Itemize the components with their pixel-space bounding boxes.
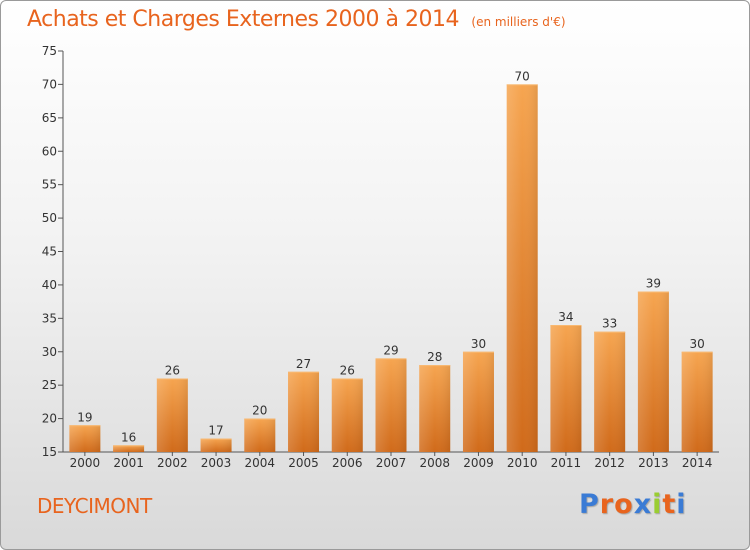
logo-letter: o: [614, 489, 634, 520]
bar-shade: [200, 438, 232, 452]
x-tick-label: 2005: [288, 456, 319, 470]
data-label: 30: [689, 337, 704, 351]
x-tick-label: 2007: [376, 456, 407, 470]
bar-shade: [506, 84, 538, 453]
bar-shade: [156, 378, 188, 452]
y-tick-label: 50: [42, 211, 57, 225]
bar-shade: [419, 365, 451, 452]
bar-shade: [637, 291, 669, 452]
y-tick-label: 15: [42, 445, 57, 459]
y-tick-label: 20: [42, 412, 57, 426]
data-label: 26: [340, 363, 355, 377]
x-tick-label: 2010: [507, 456, 538, 470]
data-label: 70: [515, 69, 530, 83]
data-label: 19: [77, 410, 92, 424]
logo-letter: i: [652, 489, 663, 520]
x-tick-label: 2013: [638, 456, 669, 470]
x-tick-label: 2006: [332, 456, 363, 470]
bar-shade: [681, 351, 713, 452]
title-row: Achats et Charges Externes 2000 à 2014 (…: [27, 7, 566, 32]
data-label: 16: [121, 430, 136, 444]
x-tick-label: 2001: [113, 456, 144, 470]
bar-shade: [288, 371, 320, 452]
x-tick-label: 2002: [157, 456, 188, 470]
y-tick-label: 45: [42, 245, 57, 259]
bar-shade: [375, 358, 407, 452]
data-label: 28: [427, 350, 442, 364]
data-label: 17: [208, 424, 223, 438]
logo-letter: t: [662, 489, 677, 520]
logo-letter: i: [676, 489, 687, 520]
y-tick-label: 25: [42, 378, 57, 392]
y-tick-label: 55: [42, 178, 57, 192]
chart-title: Achats et Charges Externes 2000 à 2014: [27, 7, 459, 32]
bar-shade: [331, 378, 363, 452]
commune-name: DEYCIMONT: [37, 494, 152, 518]
data-label: 33: [602, 317, 617, 331]
logo-letter: x: [633, 489, 653, 520]
bar-shade: [594, 331, 626, 452]
logo-letter: P: [579, 489, 600, 520]
x-tick-label: 2014: [682, 456, 713, 470]
x-tick-label: 2011: [551, 456, 582, 470]
bar-shade: [113, 445, 145, 452]
bar-shade: [462, 351, 494, 452]
data-label: 26: [165, 363, 180, 377]
x-tick-label: 2003: [201, 456, 232, 470]
chart-unit: (en milliers d'€): [471, 15, 566, 29]
y-tick-label: 65: [42, 111, 57, 125]
bar-shade: [244, 418, 276, 452]
y-tick-label: 70: [42, 77, 57, 91]
x-tick-label: 2000: [70, 456, 101, 470]
x-tick-label: 2012: [594, 456, 625, 470]
data-label: 27: [296, 357, 311, 371]
x-tick-label: 2008: [419, 456, 450, 470]
y-tick-label: 40: [42, 278, 57, 292]
data-label: 20: [252, 404, 267, 418]
logo-letter: r: [599, 489, 615, 520]
y-tick-label: 75: [42, 44, 57, 58]
data-label: 29: [383, 343, 398, 357]
y-tick-label: 35: [42, 311, 57, 325]
x-tick-label: 2004: [245, 456, 276, 470]
bar-shade: [550, 325, 582, 452]
y-tick-label: 30: [42, 345, 57, 359]
data-label: 30: [471, 337, 486, 351]
data-label: 39: [646, 277, 661, 291]
proxiti-logo: Proxiti: [579, 489, 687, 520]
x-tick-label: 2009: [463, 456, 494, 470]
y-tick-label: 60: [42, 144, 57, 158]
bar-shade: [69, 425, 101, 452]
data-label: 34: [558, 310, 573, 324]
